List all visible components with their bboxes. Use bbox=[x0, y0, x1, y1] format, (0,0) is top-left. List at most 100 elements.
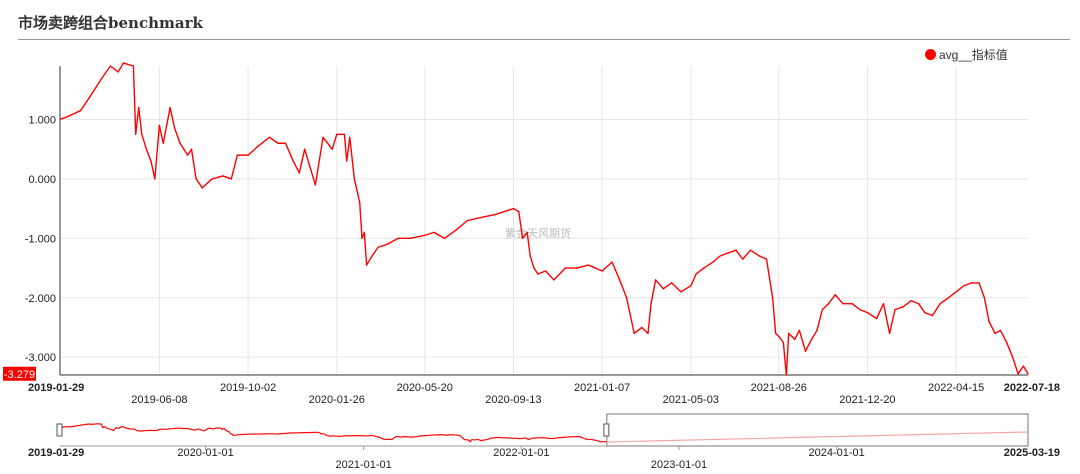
series-segment bbox=[222, 175, 232, 180]
series-segment bbox=[695, 267, 705, 275]
series-segment bbox=[778, 335, 785, 344]
overview-series-segment bbox=[484, 438, 488, 441]
series-segment bbox=[512, 207, 520, 213]
overview-series-segment bbox=[187, 427, 192, 431]
series-segment bbox=[466, 216, 482, 222]
overview-series-segment bbox=[391, 437, 395, 441]
series-segment bbox=[303, 148, 311, 168]
overview-series-segment bbox=[77, 424, 84, 427]
series-segment bbox=[910, 300, 920, 305]
y-axis-ticks: 1.000 0.000 -1.000 -2.000 -3.000 bbox=[25, 114, 56, 364]
legend[interactable]: avg__指标值 bbox=[925, 46, 1008, 62]
series-segment bbox=[138, 106, 143, 136]
series-segment bbox=[719, 252, 729, 257]
series-segment bbox=[804, 338, 813, 352]
overview-scroller[interactable]: 2019-01-29 2020-01-01 2022-01-01 2024-01-01… bbox=[28, 413, 1060, 471]
series-segment bbox=[331, 133, 338, 150]
overview-series-segment bbox=[325, 434, 328, 437]
series-segment bbox=[322, 136, 333, 150]
series-segment bbox=[576, 264, 590, 269]
overview-series-segment bbox=[124, 427, 128, 430]
overview-series-segment bbox=[528, 437, 532, 441]
series-segment bbox=[774, 332, 780, 338]
y-tick-label: -1.000 bbox=[25, 233, 56, 245]
series-segment bbox=[726, 249, 737, 254]
series-segment bbox=[257, 136, 271, 147]
series-segment bbox=[902, 300, 912, 308]
series-segment bbox=[963, 282, 973, 287]
overview-series-segment bbox=[494, 436, 499, 439]
overview-series-segment bbox=[584, 438, 589, 441]
series-segment bbox=[186, 148, 193, 156]
series-segment bbox=[647, 302, 652, 335]
series-segment bbox=[735, 249, 744, 260]
x-tick-label: 2019-10-02 bbox=[220, 382, 276, 394]
series-segment bbox=[794, 329, 801, 341]
overview-series-segment bbox=[104, 425, 107, 429]
overview-faded-segment bbox=[733, 437, 776, 440]
y-tick-label: -3.000 bbox=[25, 352, 56, 364]
overview-series-segment bbox=[111, 428, 114, 432]
overview-series-segment bbox=[552, 437, 558, 440]
x-tick-label: 2020-01-26 bbox=[309, 394, 365, 406]
overview-series-segment bbox=[220, 427, 223, 430]
series-segment bbox=[365, 255, 373, 266]
series-segment bbox=[810, 329, 818, 341]
series-segment bbox=[377, 243, 388, 248]
series-segment bbox=[834, 294, 844, 305]
overview-series-segment bbox=[171, 427, 179, 430]
overview-faded-segment bbox=[648, 439, 692, 442]
overview-faded-segment bbox=[985, 431, 1029, 434]
overview-series-segment bbox=[379, 436, 385, 441]
series-segment bbox=[158, 124, 164, 144]
x-tick-label: 2020-05-20 bbox=[397, 382, 453, 394]
series-segment bbox=[132, 65, 137, 136]
series-segment bbox=[494, 207, 515, 216]
last-value-badge: -3.279 bbox=[3, 366, 36, 381]
overview-tick-label: 2021-01-01 bbox=[336, 459, 392, 471]
series-segment bbox=[363, 231, 368, 266]
x-axis-ticks: 2019-01-29 2019-10-02 2020-05-20 2021-01-07… bbox=[28, 382, 1060, 406]
series-segment bbox=[141, 133, 148, 150]
series-segment bbox=[947, 291, 957, 299]
overview-series-segment bbox=[102, 425, 105, 429]
overview-series-segment bbox=[213, 427, 217, 430]
x-tick-label: 2021-08-26 bbox=[751, 382, 807, 394]
overview-series-segment bbox=[318, 431, 322, 435]
overview-series-segment bbox=[338, 435, 346, 438]
y-tick-label: -2.000 bbox=[25, 293, 56, 305]
series-segment bbox=[247, 145, 259, 156]
series-segment bbox=[859, 308, 869, 314]
series-segment bbox=[145, 148, 152, 162]
series-segment bbox=[587, 264, 603, 272]
series-segment bbox=[654, 279, 664, 290]
overview-faded-segment bbox=[606, 440, 649, 443]
series-segment bbox=[173, 127, 181, 144]
axes bbox=[59, 66, 1028, 376]
overview-faded-segment bbox=[859, 434, 902, 437]
x-tick-label: 2021-12-20 bbox=[839, 394, 895, 406]
overview-series-segment bbox=[166, 428, 172, 430]
series-segment bbox=[917, 302, 926, 314]
series-segment bbox=[371, 246, 379, 257]
overview-series-segment bbox=[118, 425, 123, 430]
series-segment bbox=[680, 285, 692, 293]
series-segment bbox=[190, 148, 197, 180]
overview-series-segment bbox=[83, 423, 89, 426]
overview-faded-segment bbox=[691, 438, 734, 441]
series-segment bbox=[821, 302, 830, 311]
overview-tick-label: 2019-01-29 bbox=[28, 447, 84, 459]
series-segment bbox=[479, 213, 496, 219]
series-segment bbox=[314, 136, 324, 186]
overview-series-segment bbox=[334, 435, 340, 438]
x-tick-label: 2022-04-15 bbox=[928, 382, 984, 394]
x-tick-label: 2021-05-03 bbox=[663, 394, 719, 406]
overview-series-segment bbox=[521, 437, 526, 440]
grid-lines bbox=[60, 66, 1028, 375]
series-segment bbox=[79, 95, 92, 112]
overview-series-segment bbox=[198, 428, 202, 431]
overview-tick-label: 2022-01-01 bbox=[493, 447, 549, 459]
overview-series-segment bbox=[284, 432, 291, 435]
overview-tick-label: 2024-01-01 bbox=[809, 447, 865, 459]
